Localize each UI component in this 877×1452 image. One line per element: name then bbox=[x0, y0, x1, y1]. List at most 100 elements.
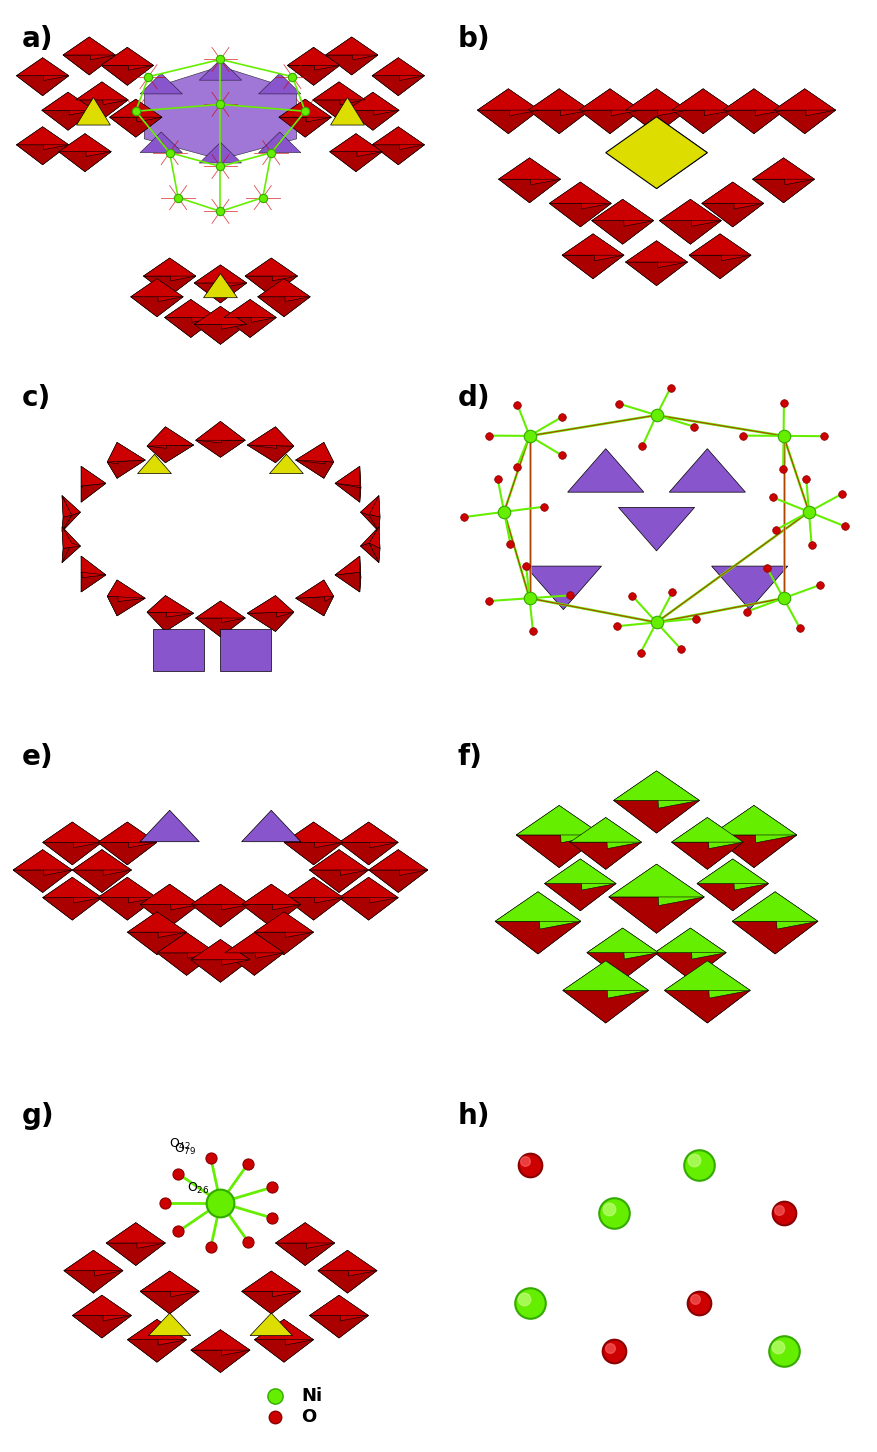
Polygon shape bbox=[62, 527, 72, 549]
Polygon shape bbox=[528, 110, 590, 134]
Polygon shape bbox=[477, 110, 539, 134]
Polygon shape bbox=[97, 877, 157, 897]
Polygon shape bbox=[169, 258, 196, 280]
Polygon shape bbox=[196, 601, 246, 619]
Polygon shape bbox=[609, 864, 704, 897]
Polygon shape bbox=[614, 771, 700, 800]
Polygon shape bbox=[94, 1250, 123, 1276]
Polygon shape bbox=[325, 55, 353, 76]
Polygon shape bbox=[62, 495, 72, 517]
Polygon shape bbox=[545, 860, 616, 884]
Polygon shape bbox=[279, 118, 332, 136]
Polygon shape bbox=[42, 93, 94, 110]
Polygon shape bbox=[587, 953, 659, 980]
Polygon shape bbox=[657, 241, 688, 267]
Polygon shape bbox=[63, 55, 90, 76]
Polygon shape bbox=[82, 466, 106, 486]
Polygon shape bbox=[194, 324, 246, 344]
Polygon shape bbox=[368, 849, 400, 876]
Polygon shape bbox=[657, 110, 688, 134]
Polygon shape bbox=[545, 860, 582, 890]
Polygon shape bbox=[733, 884, 768, 910]
Polygon shape bbox=[140, 1291, 199, 1314]
Polygon shape bbox=[13, 849, 44, 876]
Polygon shape bbox=[62, 513, 81, 531]
Polygon shape bbox=[196, 440, 222, 457]
Polygon shape bbox=[581, 182, 611, 209]
Polygon shape bbox=[75, 81, 103, 105]
Polygon shape bbox=[17, 58, 44, 80]
Polygon shape bbox=[220, 601, 246, 623]
Polygon shape bbox=[708, 961, 750, 998]
Polygon shape bbox=[43, 842, 74, 865]
Polygon shape bbox=[220, 1330, 250, 1355]
Polygon shape bbox=[398, 58, 424, 80]
Polygon shape bbox=[563, 961, 608, 998]
Polygon shape bbox=[562, 234, 595, 261]
Polygon shape bbox=[398, 126, 424, 150]
Polygon shape bbox=[147, 427, 194, 446]
Polygon shape bbox=[110, 118, 137, 136]
Polygon shape bbox=[587, 928, 624, 960]
Polygon shape bbox=[360, 466, 361, 488]
Polygon shape bbox=[296, 460, 333, 478]
Polygon shape bbox=[657, 864, 704, 906]
Polygon shape bbox=[305, 1243, 335, 1266]
Polygon shape bbox=[157, 932, 188, 958]
Polygon shape bbox=[313, 100, 365, 121]
Polygon shape bbox=[136, 1223, 166, 1249]
Polygon shape bbox=[62, 513, 81, 531]
Polygon shape bbox=[398, 849, 428, 876]
Polygon shape bbox=[625, 110, 658, 134]
Polygon shape bbox=[563, 990, 649, 1024]
Polygon shape bbox=[711, 835, 756, 868]
Polygon shape bbox=[284, 877, 343, 897]
Polygon shape bbox=[97, 822, 129, 848]
Polygon shape bbox=[127, 48, 153, 70]
Polygon shape bbox=[368, 897, 398, 921]
Polygon shape bbox=[324, 462, 333, 478]
Polygon shape bbox=[339, 81, 365, 105]
Polygon shape bbox=[517, 806, 561, 842]
Polygon shape bbox=[254, 1340, 313, 1362]
Polygon shape bbox=[254, 912, 313, 932]
Polygon shape bbox=[702, 203, 764, 227]
Polygon shape bbox=[247, 595, 276, 617]
Polygon shape bbox=[107, 462, 118, 478]
Polygon shape bbox=[562, 234, 624, 256]
Polygon shape bbox=[581, 860, 616, 890]
Polygon shape bbox=[254, 1320, 285, 1345]
Polygon shape bbox=[372, 126, 424, 145]
Polygon shape bbox=[254, 953, 284, 976]
Polygon shape bbox=[63, 55, 116, 76]
Polygon shape bbox=[517, 835, 602, 868]
Polygon shape bbox=[73, 1316, 132, 1337]
Polygon shape bbox=[373, 93, 399, 115]
Polygon shape bbox=[368, 870, 428, 893]
Text: d): d) bbox=[458, 385, 490, 412]
Polygon shape bbox=[496, 922, 581, 954]
Polygon shape bbox=[498, 179, 531, 203]
Polygon shape bbox=[657, 771, 700, 809]
Polygon shape bbox=[62, 546, 81, 563]
Polygon shape bbox=[610, 110, 641, 134]
Polygon shape bbox=[245, 258, 273, 280]
Polygon shape bbox=[284, 842, 315, 865]
Polygon shape bbox=[288, 65, 339, 86]
Polygon shape bbox=[194, 264, 222, 287]
Polygon shape bbox=[191, 960, 222, 982]
Polygon shape bbox=[517, 806, 602, 835]
Polygon shape bbox=[107, 597, 146, 616]
Polygon shape bbox=[360, 546, 380, 563]
Polygon shape bbox=[196, 440, 246, 457]
Text: f): f) bbox=[458, 743, 482, 771]
Polygon shape bbox=[169, 905, 199, 926]
Polygon shape bbox=[618, 507, 695, 550]
Polygon shape bbox=[665, 990, 709, 1024]
Polygon shape bbox=[672, 842, 709, 870]
Polygon shape bbox=[97, 897, 157, 921]
Polygon shape bbox=[106, 1243, 137, 1266]
Polygon shape bbox=[43, 897, 102, 921]
Polygon shape bbox=[660, 199, 722, 221]
Polygon shape bbox=[587, 953, 624, 980]
